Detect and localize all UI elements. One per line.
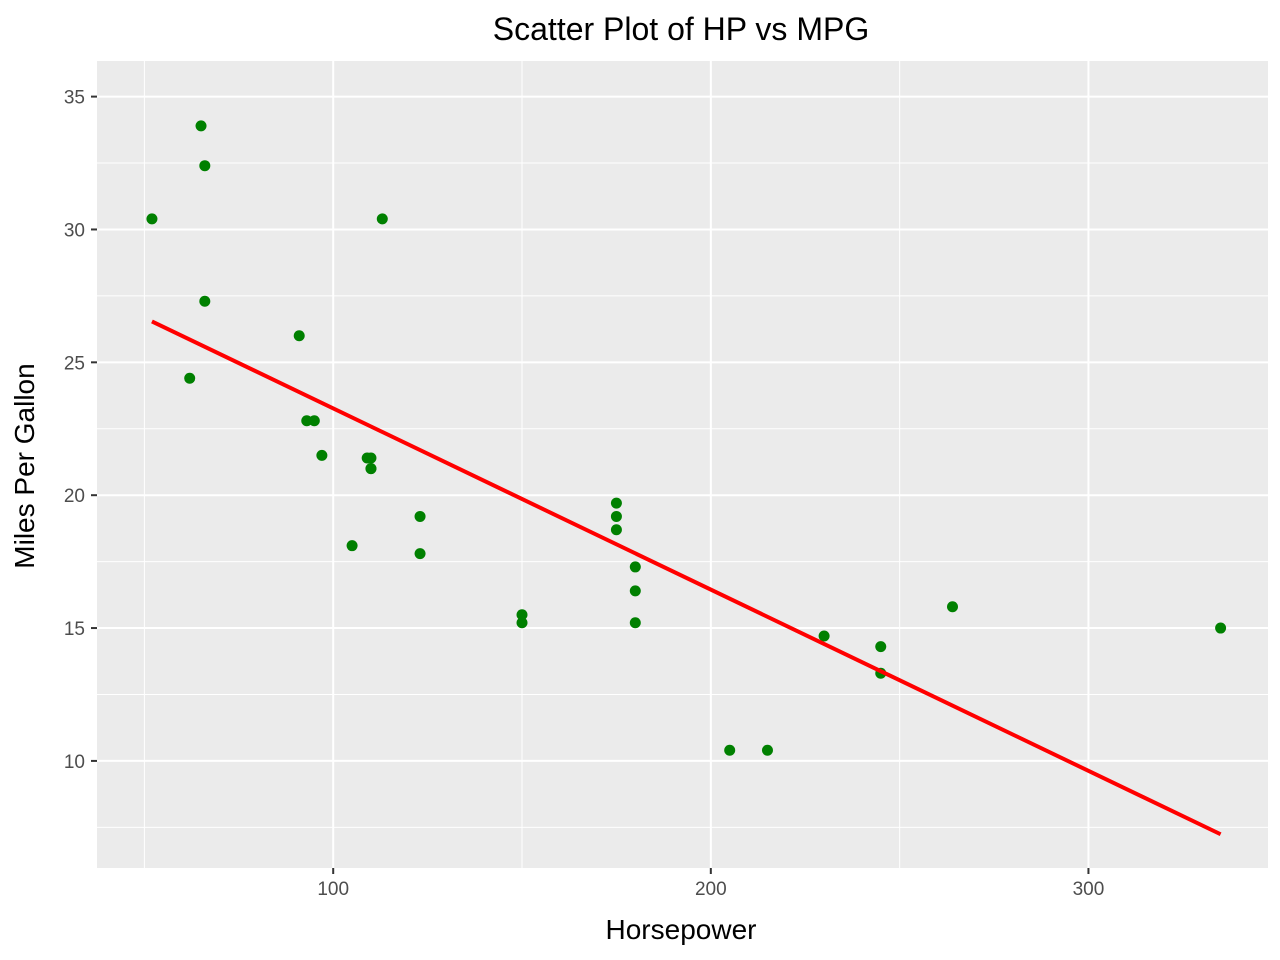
- x-tick-label: 100: [317, 879, 349, 900]
- tick-labels: 100 200 300 10 15 20 25 30 35: [64, 88, 1104, 900]
- data-point: [761, 744, 773, 756]
- data-point: [516, 609, 528, 621]
- y-tick-label: 10: [64, 752, 85, 773]
- data-point: [414, 548, 426, 560]
- data-point: [1215, 622, 1227, 634]
- plot-panel: [97, 61, 1268, 868]
- y-tick-label: 15: [64, 619, 85, 640]
- data-point: [818, 630, 830, 642]
- data-point: [724, 744, 736, 756]
- data-point: [199, 160, 211, 172]
- x-tick-label: 200: [695, 879, 727, 900]
- data-point: [629, 561, 641, 573]
- major-gridlines: [97, 61, 1268, 868]
- y-axis-label: Miles Per Gallon: [9, 363, 40, 568]
- data-point: [308, 415, 320, 427]
- data-point: [516, 617, 528, 629]
- data-point: [376, 213, 388, 225]
- data-point: [293, 330, 305, 342]
- data-points: [146, 120, 1227, 756]
- y-tick-label: 20: [64, 486, 85, 507]
- data-point: [195, 120, 207, 132]
- data-point: [414, 510, 426, 522]
- axis-ticks: [91, 95, 1090, 874]
- chart-title: Scatter Plot of HP vs MPG: [493, 11, 869, 47]
- data-point: [629, 585, 641, 597]
- data-point: [199, 295, 211, 307]
- data-point: [365, 452, 377, 464]
- data-point: [946, 601, 958, 613]
- data-point: [184, 372, 196, 384]
- x-axis-label: Horsepower: [606, 914, 757, 945]
- data-point: [610, 497, 622, 509]
- y-tick-label: 35: [64, 88, 85, 109]
- regression-line: [151, 319, 1222, 837]
- y-tick-label: 25: [64, 353, 85, 374]
- minor-gridlines: [97, 61, 1268, 868]
- data-point: [875, 641, 887, 653]
- data-point: [610, 524, 622, 536]
- data-point: [301, 415, 313, 427]
- x-tick-label: 300: [1073, 879, 1105, 900]
- data-point: [146, 213, 158, 225]
- data-point: [346, 540, 358, 552]
- data-point: [316, 449, 328, 461]
- data-point: [610, 510, 622, 522]
- y-tick-label: 30: [64, 220, 85, 241]
- data-point: [629, 617, 641, 629]
- data-point: [365, 463, 377, 475]
